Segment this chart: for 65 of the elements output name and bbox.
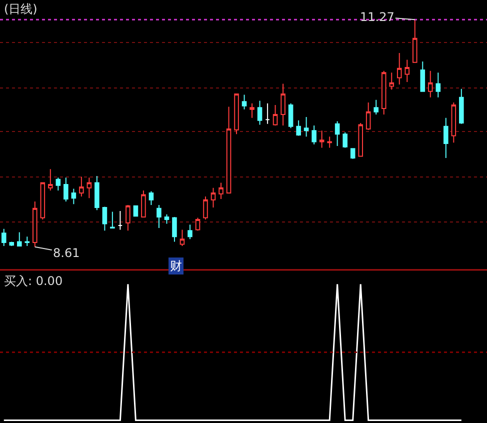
candlestick (226, 106, 232, 194)
candlestick (172, 216, 177, 242)
candlestick (296, 120, 301, 136)
candlestick (444, 117, 448, 159)
candlestick (156, 204, 162, 229)
candlestick (16, 232, 22, 246)
candlestick (118, 210, 123, 230)
candlestick (319, 130, 324, 148)
candlestick (48, 168, 53, 191)
candlestick (102, 206, 108, 232)
candlestick (210, 187, 216, 208)
candlestick (459, 88, 464, 124)
candlestick (234, 93, 239, 135)
candlestick (288, 102, 294, 129)
candlestick (79, 176, 84, 197)
candlestick (374, 99, 379, 115)
candlestick (218, 182, 224, 200)
candlestick (304, 116, 309, 138)
candlestick (203, 196, 208, 220)
candlestick (272, 104, 278, 126)
candlestick (242, 94, 247, 110)
candlestick (188, 224, 192, 240)
annotation: 11.27 (360, 10, 394, 24)
candlestick (126, 204, 130, 232)
candlestick (366, 102, 371, 130)
candlestick (164, 214, 170, 224)
candlestick (250, 102, 254, 118)
candlestick (404, 59, 410, 82)
candlestick (195, 217, 200, 232)
candlestick (389, 72, 394, 90)
candlestick (1, 228, 6, 246)
candlestick (133, 205, 138, 217)
candlestick (358, 122, 363, 157)
candlestick (327, 136, 332, 148)
candlestick (420, 60, 426, 92)
candlestick (64, 177, 68, 202)
candlestick (56, 177, 61, 191)
candlestick (24, 236, 30, 246)
annotation: 8.61 (53, 246, 80, 260)
candlestick (265, 102, 270, 124)
candlestick (32, 201, 38, 248)
candlestick (71, 188, 76, 205)
candlestick (342, 132, 348, 148)
candlestick (451, 102, 456, 144)
candlestick (257, 100, 262, 126)
candlestick (94, 175, 100, 211)
chart-title: (日线) (4, 2, 38, 16)
candlestick (40, 182, 46, 220)
candlestick (110, 211, 115, 229)
candlestick (86, 177, 92, 199)
candlestick (396, 52, 402, 86)
chart-title: 买入: 0.00 (4, 274, 63, 288)
candlestick (280, 83, 286, 126)
candlestick (148, 190, 154, 206)
candlestick (428, 70, 433, 98)
candlestick (412, 19, 418, 63)
candlestick (350, 148, 356, 160)
candlestick (334, 120, 340, 147)
candlestick (312, 125, 316, 145)
candlestick (436, 72, 441, 98)
candlestick (9, 241, 14, 246)
candlestick (141, 190, 146, 218)
annotation: 财 (170, 259, 182, 273)
candlestick (180, 229, 185, 246)
candlestick (381, 70, 386, 115)
